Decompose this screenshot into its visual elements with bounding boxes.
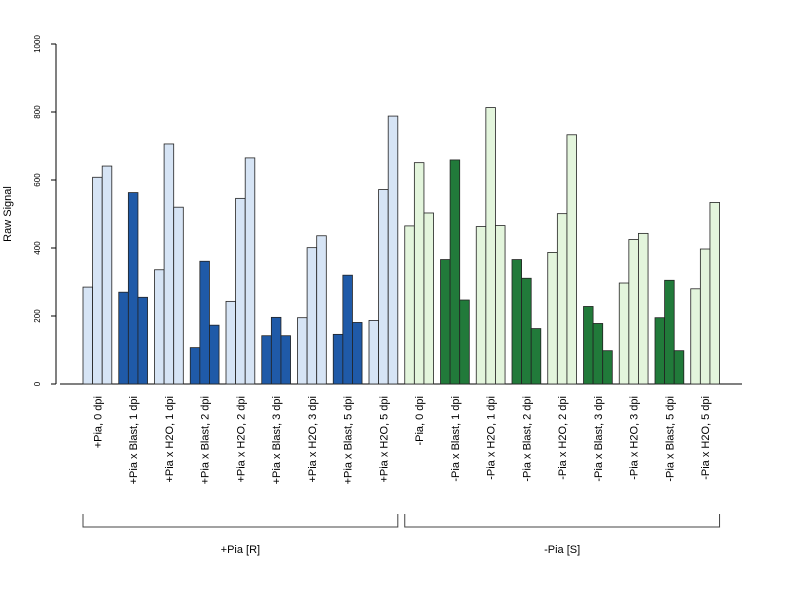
bar	[566, 134, 577, 385]
x-tick-label: +Pia x H2O, 3 dpi	[307, 396, 319, 483]
bar	[592, 323, 604, 385]
bar	[82, 286, 94, 385]
y-tick-label: 200	[33, 309, 42, 323]
x-tick-label: -Pia x H2O, 3 dpi	[629, 396, 641, 480]
bar	[92, 176, 103, 385]
y-tick-label: 1000	[33, 35, 42, 53]
bar	[163, 143, 175, 385]
bar	[368, 320, 380, 385]
bar	[654, 317, 666, 385]
bar	[628, 239, 639, 385]
group-bracket	[82, 514, 399, 528]
bar	[154, 269, 165, 385]
group-bracket	[404, 514, 721, 528]
bar	[209, 324, 220, 385]
bars	[82, 107, 720, 385]
bar	[699, 248, 711, 385]
bar	[485, 107, 496, 385]
bar	[673, 350, 685, 385]
bar	[189, 347, 201, 385]
bar	[602, 350, 613, 385]
bar	[199, 260, 210, 385]
x-tick-label: +Pia x H2O, 2 dpi	[235, 396, 247, 483]
bar	[521, 277, 532, 385]
bar	[225, 300, 237, 385]
x-tick-label: +Pia x H2O, 5 dpi	[378, 396, 390, 483]
bar	[137, 296, 148, 385]
bar	[306, 247, 318, 385]
x-tick-label: +Pia x H2O, 1 dpi	[164, 396, 176, 483]
bar	[280, 335, 291, 385]
bar	[664, 279, 675, 385]
bar	[530, 328, 542, 385]
x-tick-label: +Pia x Blast, 1 dpi	[128, 396, 140, 484]
group-label: +Pia [R]	[221, 544, 260, 556]
y-tick-label: 400	[33, 241, 42, 255]
bar	[618, 282, 630, 385]
bar	[413, 162, 425, 385]
x-tick-label: -Pia x Blast, 1 dpi	[450, 396, 462, 482]
bar	[127, 192, 139, 385]
bar	[547, 252, 558, 385]
bar	[173, 206, 184, 385]
x-tick-label: +Pia x Blast, 5 dpi	[343, 396, 355, 484]
x-tick-label: -Pia x H2O, 5 dpi	[700, 396, 712, 480]
bar	[378, 189, 389, 385]
x-tick-label: +Pia x Blast, 3 dpi	[271, 396, 283, 484]
bar	[342, 274, 353, 385]
bar	[101, 165, 113, 385]
bar	[709, 202, 720, 385]
x-tick-label: -Pia x Blast, 3 dpi	[593, 396, 605, 482]
bar	[440, 259, 451, 385]
x-tick-label: +Pia, 0 dpi	[92, 396, 104, 448]
bar	[475, 226, 487, 385]
bar	[404, 225, 415, 385]
bar	[459, 299, 470, 385]
bar	[690, 288, 701, 385]
bar	[449, 159, 461, 385]
x-tick-label: -Pia, 0 dpi	[414, 396, 426, 446]
bar	[511, 259, 523, 385]
x-tick-label: -Pia x H2O, 2 dpi	[557, 396, 569, 480]
bar	[261, 335, 272, 385]
x-tick-label: -Pia x H2O, 1 dpi	[486, 396, 498, 480]
bar	[387, 115, 399, 385]
bar	[244, 157, 256, 385]
y-axis: 0 200 400 600 800 1000	[33, 35, 57, 386]
y-tick-label: 600	[33, 173, 42, 187]
bar	[270, 316, 282, 385]
x-tick-label: +Pia x Blast, 2 dpi	[200, 396, 212, 484]
group-label: -Pia [S]	[544, 544, 580, 556]
bar	[316, 235, 327, 385]
y-axis-label: Raw Signal	[2, 186, 14, 242]
bar	[332, 333, 344, 385]
bar	[583, 306, 594, 385]
x-tick-label: -Pia x Blast, 2 dpi	[521, 396, 533, 482]
bar	[118, 291, 129, 385]
bar	[638, 232, 649, 385]
y-tick-label: 800	[33, 105, 42, 119]
bar	[423, 212, 434, 385]
bar	[495, 225, 506, 385]
group-brackets: +Pia [R] -Pia [S]	[82, 514, 721, 556]
x-axis-labels: +Pia, 0 dpi +Pia x Blast, 1 dpi +Pia x H2O…	[92, 396, 712, 484]
y-tick-label: 0	[33, 381, 42, 386]
bar	[556, 213, 568, 385]
bar	[297, 317, 308, 385]
bar	[352, 322, 363, 385]
bar	[235, 197, 246, 385]
x-tick-label: -Pia x Blast, 5 dpi	[664, 396, 676, 482]
